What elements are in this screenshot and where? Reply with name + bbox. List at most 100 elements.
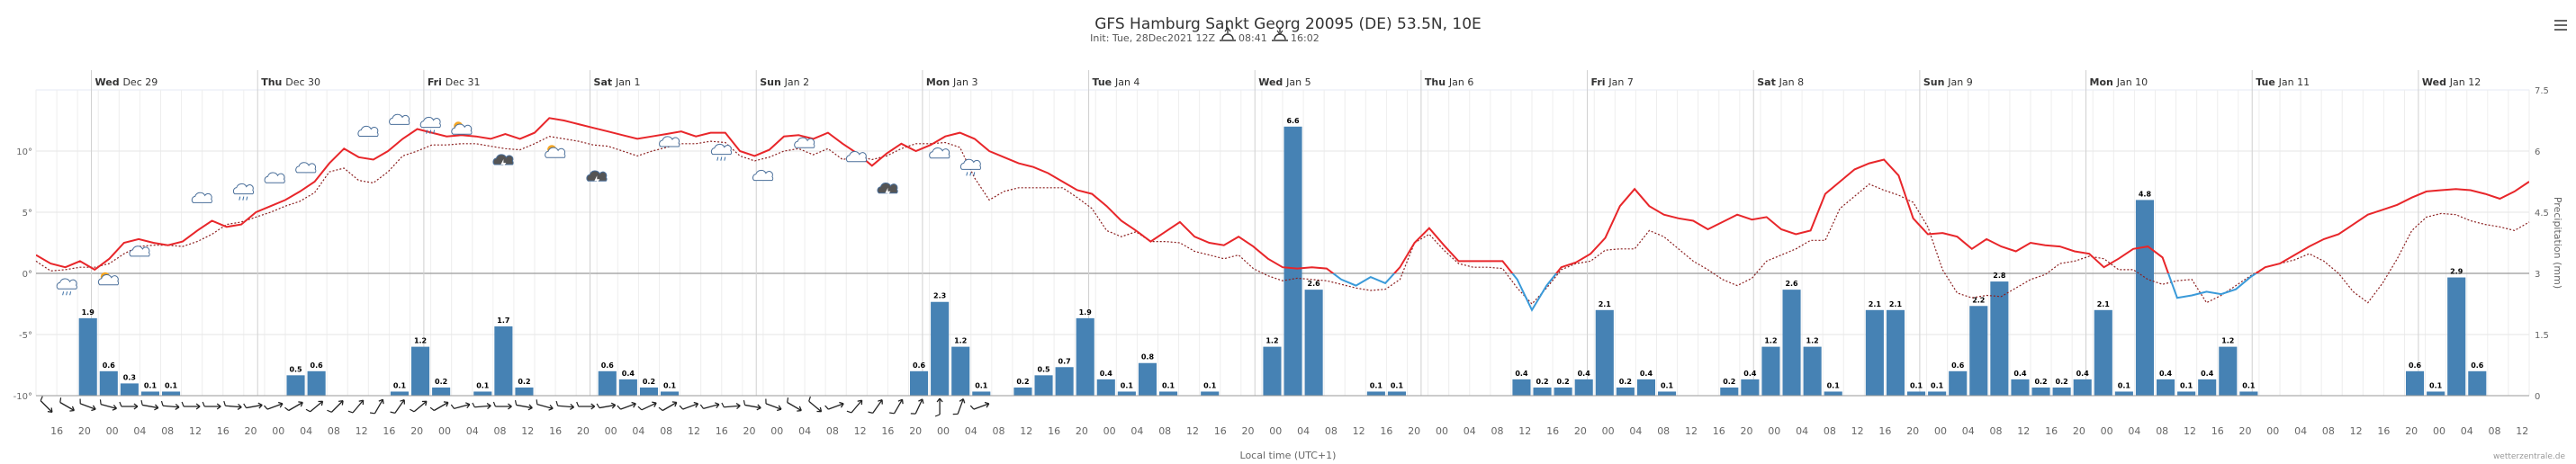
precip-bar bbox=[2011, 379, 2030, 396]
wind-arrow-icon bbox=[79, 398, 96, 412]
precip-value-label: 0.1 bbox=[975, 381, 988, 389]
precip-value-label: 0.1 bbox=[1931, 381, 1944, 389]
x-tick-label: 04 bbox=[1796, 425, 1808, 437]
wind-arrows bbox=[36, 395, 2529, 417]
cloud-shape bbox=[264, 172, 285, 183]
wind-shaft bbox=[225, 405, 242, 408]
precip-value-label: 0.1 bbox=[663, 381, 677, 389]
wind-arrow-icon bbox=[40, 396, 53, 414]
x-tick-label: 04 bbox=[632, 425, 644, 437]
precipitation-bars: 1.9 0.6 0.3 0.1 0.1 0.5 0.6 0.1 1.2 0.2 0.1 1.7 0.2 0… bbox=[78, 117, 2487, 397]
precip-value-label: 0.1 bbox=[1391, 381, 1404, 389]
y-left-tick-label: -10° bbox=[14, 392, 32, 402]
x-tick-label: 12 bbox=[1685, 425, 1698, 437]
wind-arrow-icon bbox=[410, 400, 428, 413]
wind-shaft bbox=[352, 399, 365, 414]
precip-bar bbox=[2052, 387, 2071, 396]
cloud-shape bbox=[451, 123, 473, 135]
wind-shaft bbox=[808, 400, 822, 413]
cloud-shape bbox=[389, 113, 410, 125]
precip-bar bbox=[2468, 370, 2487, 396]
precip-bar bbox=[1554, 387, 1572, 396]
wind-arrow-icon bbox=[699, 402, 720, 409]
wind-arrow-icon bbox=[99, 399, 118, 411]
wind-head bbox=[112, 404, 118, 411]
wind-head bbox=[465, 402, 471, 409]
precip-value-label: 1.9 bbox=[1079, 308, 1093, 317]
cloud-icon bbox=[659, 136, 680, 147]
precip-bar bbox=[1076, 317, 1094, 396]
bolt-shape bbox=[500, 159, 507, 169]
cloud-shape bbox=[545, 147, 566, 158]
wind-arrow-icon bbox=[347, 399, 365, 414]
rain-drop bbox=[69, 291, 72, 296]
cloud-icon bbox=[845, 151, 868, 163]
precip-value-label: 0.1 bbox=[165, 381, 178, 389]
wind-barb bbox=[202, 401, 205, 407]
y-axis-right-title: Precipitation (mm) bbox=[2552, 197, 2563, 289]
precip-bar bbox=[931, 301, 950, 396]
day-label: Fri Jan 7 bbox=[1591, 76, 1634, 88]
wind-barb bbox=[743, 400, 746, 406]
precip-bar bbox=[2406, 370, 2425, 396]
x-tick-label: 16 bbox=[217, 425, 230, 437]
x-tick-label: 20 bbox=[1574, 425, 1587, 437]
x-tick-label: 08 bbox=[1990, 425, 2003, 437]
wind-barb bbox=[969, 405, 975, 410]
precip-bar bbox=[1304, 290, 1323, 396]
wind-shaft bbox=[59, 401, 75, 412]
precip-value-label: 0.4 bbox=[1640, 370, 1653, 378]
precip-bar bbox=[432, 387, 451, 396]
wind-head bbox=[693, 401, 699, 408]
wind-shaft bbox=[973, 403, 989, 410]
wind-arrow-icon bbox=[868, 399, 883, 414]
hamburger-menu-icon[interactable] bbox=[2554, 20, 2567, 31]
day-label: Mon Jan 3 bbox=[926, 76, 978, 88]
cloud-shape bbox=[659, 136, 680, 147]
precip-bar bbox=[910, 370, 929, 396]
x-tick-label: 16 bbox=[881, 425, 894, 437]
precip-value-label: 2.2 bbox=[1972, 296, 1985, 304]
wind-head bbox=[631, 401, 636, 408]
day-labels: Wed Dec 29 Thu Dec 30 Fri Dec 31 Sat Jan 1 S… bbox=[91, 70, 2481, 396]
cloud-sun-icon bbox=[97, 272, 120, 286]
wind-arrow-icon bbox=[846, 399, 863, 414]
rain-drop bbox=[246, 196, 248, 201]
cloud-rain-icon bbox=[710, 143, 733, 161]
precip-bar bbox=[1201, 391, 1220, 396]
y-right-tick-label: 4.5 bbox=[2535, 209, 2549, 219]
wind-barb bbox=[617, 405, 621, 410]
x-tick-label: 08 bbox=[1158, 425, 1171, 437]
wind-head bbox=[421, 400, 428, 406]
precip-bar bbox=[411, 346, 430, 396]
dewpoint-line bbox=[35, 136, 2530, 305]
wind-barb bbox=[889, 412, 895, 415]
x-tick-label: 12 bbox=[1851, 425, 1864, 437]
x-tick-label: 12 bbox=[1186, 425, 1199, 437]
precip-value-label: 0.4 bbox=[2076, 370, 2090, 378]
x-tick-label: 08 bbox=[1824, 425, 1836, 437]
precip-value-label: 2.3 bbox=[933, 292, 946, 300]
precip-value-label: 0.8 bbox=[1141, 353, 1155, 361]
cloud-shape bbox=[586, 170, 608, 182]
cloud-rain-icon bbox=[959, 158, 982, 176]
day-label: Wed Jan 5 bbox=[1258, 76, 1311, 88]
precip-value-label: 0.6 bbox=[311, 361, 324, 370]
x-tick-label: 12 bbox=[2184, 425, 2196, 437]
init-text: Init: Tue, 28Dec2021 12Z bbox=[1090, 32, 1215, 44]
precip-bar bbox=[2135, 200, 2154, 396]
wind-barb bbox=[658, 406, 663, 411]
init-line: Init: Tue, 28Dec2021 12Z 08:41 16:02 bbox=[1090, 27, 1320, 44]
wind-head bbox=[338, 399, 344, 406]
precip-value-label: 0.1 bbox=[2118, 381, 2131, 389]
wind-shaft bbox=[162, 405, 180, 408]
x-tick-label: 08 bbox=[826, 425, 839, 437]
x-tick-label: 16 bbox=[1380, 425, 1392, 437]
wind-shaft bbox=[828, 403, 844, 410]
precip-bar bbox=[2094, 309, 2112, 396]
precip-bar bbox=[162, 391, 181, 396]
wind-head bbox=[735, 403, 741, 410]
credit-text: wetterzentrale.de bbox=[2493, 452, 2566, 461]
day-label: Thu Jan 6 bbox=[1425, 76, 1473, 88]
x-tick-label: 04 bbox=[133, 425, 146, 437]
